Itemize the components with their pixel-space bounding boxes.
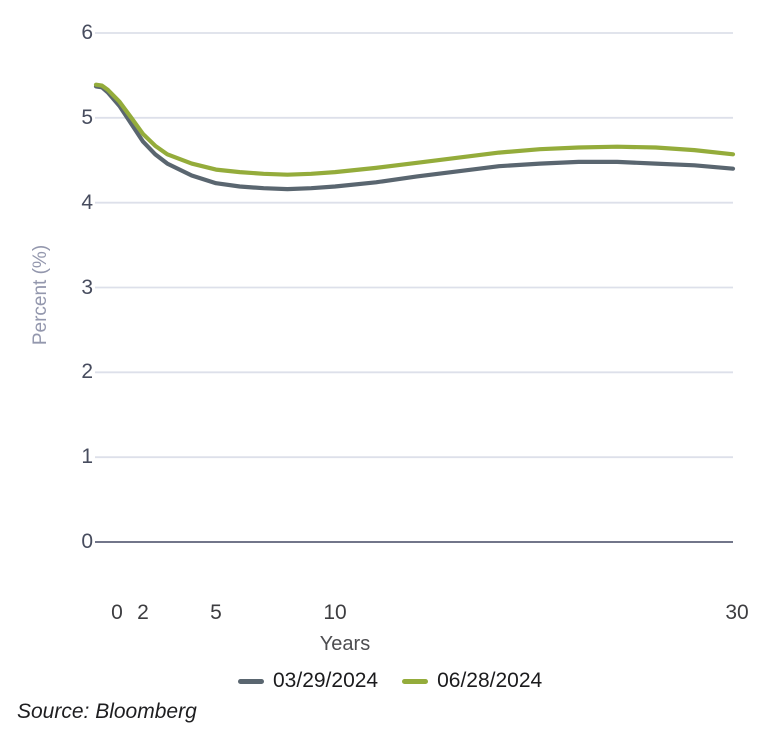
x-tick-label: 2	[137, 601, 149, 624]
series-line-0	[93, 84, 736, 192]
legend-swatch-icon	[238, 678, 264, 684]
legend-item: 03/29/2024	[238, 669, 378, 693]
y-tick-label: 0	[81, 530, 93, 553]
y-tick-label: 4	[81, 190, 93, 214]
x-axis-title: Years	[319, 633, 371, 655]
x-tick-label: 5	[210, 601, 222, 624]
y-axis-title: Percent (%)	[30, 244, 51, 346]
source-caption: Source: Bloomberg	[17, 700, 197, 723]
legend-item: 06/28/2024	[402, 669, 542, 693]
x-tick-label: 10	[323, 601, 347, 624]
y-tick-label: 6	[81, 21, 93, 44]
x-tick-label: 30	[725, 601, 749, 624]
y-tick-label: 5	[81, 105, 93, 129]
legend-swatch-icon	[402, 678, 429, 684]
y-tick-label: 3	[81, 275, 93, 299]
chart-legend: 03/29/2024 06/28/2024	[238, 669, 542, 693]
legend-label: 06/28/2024	[437, 669, 543, 692]
legend-label: 03/29/2024	[273, 669, 379, 692]
series-line-1	[93, 82, 736, 177]
x-tick-label: 0	[111, 601, 123, 624]
y-tick-label: 1	[81, 445, 93, 469]
y-tick-label: 2	[81, 360, 93, 384]
